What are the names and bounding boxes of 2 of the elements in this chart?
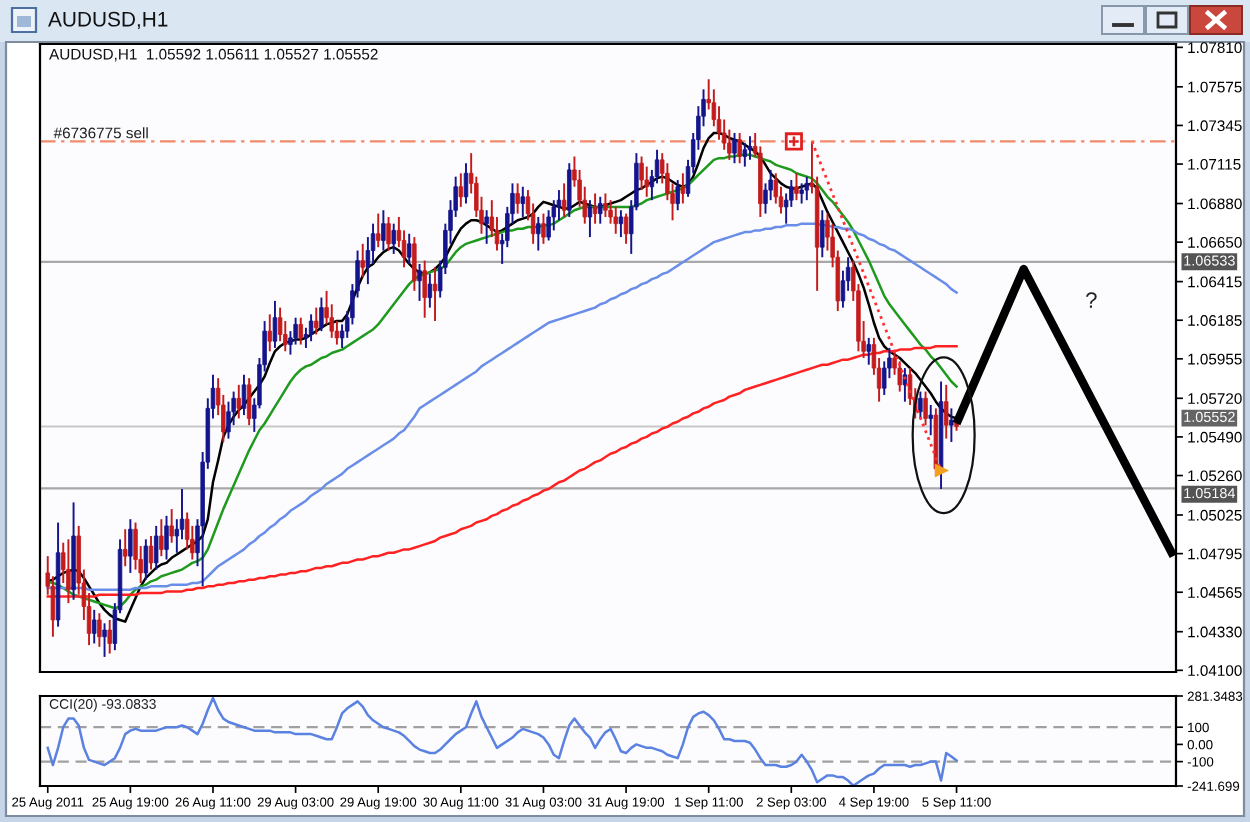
annotation: ?: [1086, 292, 1097, 308]
chart-title: AUDUSD,H1: [48, 11, 168, 30]
